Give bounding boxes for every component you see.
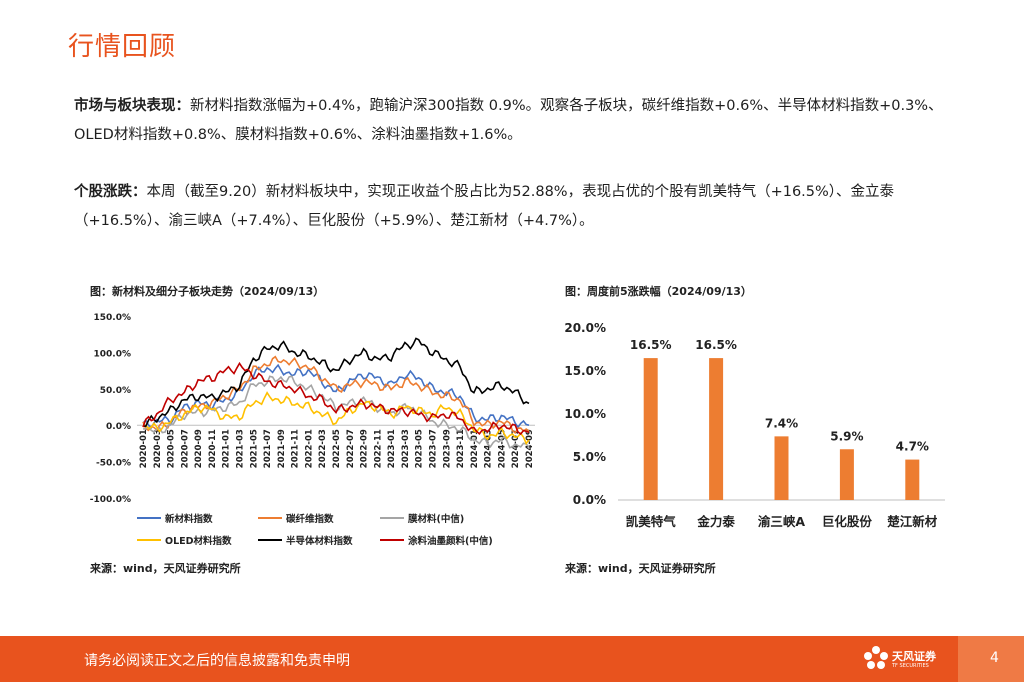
page-number: 4: [990, 650, 999, 666]
x-tick-label: 2020-09: [194, 429, 204, 468]
bar: [774, 436, 789, 500]
line-chart-source: 来源：wind，天风证券研究所: [90, 562, 241, 575]
logo-en-text: TF SECURITIES: [892, 663, 929, 669]
x-tick-label: 2024-03: [484, 429, 494, 468]
x-tick-label: 2020-11: [208, 429, 218, 468]
x-tick-label: 2020-01: [139, 429, 149, 468]
y-tick-label: 0.0%: [573, 493, 606, 507]
x-tick-label: 2020-05: [167, 429, 177, 468]
x-tick-label: 2023-09: [442, 429, 452, 468]
x-tick-label: 2021-11: [291, 429, 301, 468]
y-tick-label: 5.0%: [573, 450, 606, 464]
bar-value-label: 16.5%: [695, 338, 737, 352]
x-tick-label: 2021-09: [277, 429, 287, 468]
disclaimer-text: 请务必阅读正文之后的信息披露和免责申明: [84, 653, 350, 669]
x-tick-label: 2021-07: [263, 429, 273, 468]
x-tick-label: 2023-03: [401, 429, 411, 468]
x-tick-label: 2020-07: [180, 429, 190, 468]
category-label: 巨化股份: [822, 514, 873, 529]
line-chart: 150.0% 100.0% 50.0% 0.0% -50.0% -100.0% 2020-0…: [90, 313, 535, 547]
bar-value-label: 7.4%: [765, 416, 798, 430]
x-tick-label: 2020-03: [153, 429, 163, 468]
y-tick-label: 20.0%: [564, 321, 606, 335]
category-label: 渝三峡A: [758, 514, 806, 529]
category-label: 凯美特气: [626, 514, 677, 529]
x-tick-label: 2022-03: [318, 429, 328, 468]
series-line: [142, 391, 530, 446]
bar: [709, 358, 724, 500]
x-tick-label: 2024-01: [470, 429, 480, 468]
legend-label: 膜材料(中信): [407, 513, 464, 525]
logo-cn-text: 天风证券: [892, 650, 936, 663]
x-tick-label: 2024-07: [511, 429, 521, 468]
legend-label: 碳纤维指数: [286, 513, 334, 525]
para1-label: 市场与板块表现：: [74, 98, 190, 114]
series-line: [142, 355, 530, 434]
bar-chart-title: 图：周度前5涨跌幅（2024/09/13）: [565, 285, 752, 298]
x-tick-label: 2023-01: [387, 429, 397, 468]
x-tick-label: 2022-05: [332, 429, 342, 468]
flower-logo-icon: [864, 646, 888, 669]
x-tick-label: 2021-03: [236, 429, 246, 468]
bar-chart-source: 来源：wind，天风证券研究所: [565, 562, 716, 575]
stock-movement-paragraph: 个股涨跌：本周（截至9.20）新材料板块中，实现正收益个股占比为52.88%，表…: [74, 178, 964, 236]
x-tick-label: 2021-05: [249, 429, 259, 468]
x-tick-label: 2023-05: [415, 429, 425, 468]
para2-text: 本周（截至9.20）新材料板块中，实现正收益个股占比为52.88%，表现占优的个…: [74, 184, 895, 229]
y-tick-label: 0.0%: [106, 422, 131, 432]
series-line: [142, 363, 530, 430]
series-line: [142, 361, 530, 436]
market-performance-paragraph: 市场与板块表现：新材料指数涨幅为+0.4%，跑输沪深300指数 0.9%。观察各…: [74, 92, 964, 150]
y-tick-label: 100.0%: [94, 349, 132, 359]
y-tick-label: 50.0%: [100, 386, 131, 396]
category-label: 楚江新材: [887, 514, 938, 529]
y-tick-label: 10.0%: [564, 407, 606, 421]
series-line: [142, 375, 530, 449]
y-tick-label: -100.0%: [90, 495, 131, 505]
bar-chart: 20.0% 15.0% 10.0% 5.0% 0.0% 16.5% 凯美特气 16.5% 金力泰…: [564, 321, 945, 529]
x-tick-label: 2022-01: [304, 429, 314, 468]
category-label: 金力泰: [696, 514, 735, 529]
bar-value-label: 4.7%: [896, 440, 929, 454]
bar-value-label: 16.5%: [630, 338, 672, 352]
bar-value-label: 5.9%: [830, 429, 863, 443]
x-tick-label: 2023-07: [429, 429, 439, 468]
bar: [643, 358, 658, 500]
line-chart-title: 图：新材料及细分子板块走势（2024/09/13）: [90, 285, 325, 298]
x-tick-label: 2024-05: [497, 429, 507, 468]
page-number-box: [958, 636, 1024, 682]
x-tick-label: 2022-07: [346, 429, 356, 468]
x-tick-label: 2022-09: [360, 429, 370, 468]
x-tick-label: 2024-09: [525, 429, 535, 468]
legend-label: OLED材料指数: [165, 535, 232, 547]
para1-text: 新材料指数涨幅为+0.4%，跑输沪深300指数 0.9%。观察各子板块，碳纤维指…: [74, 98, 943, 143]
x-tick-label: 2021-01: [222, 429, 232, 468]
legend-label: 新材料指数: [165, 513, 213, 525]
x-tick-label: 2022-11: [373, 429, 383, 468]
page-title: 行情回顾: [68, 32, 177, 62]
footer-bar: 请务必阅读正文之后的信息披露和免责申明 天风证券 TF SECURITIES 4: [0, 636, 1024, 682]
series-line: [142, 337, 530, 428]
bar: [905, 459, 920, 500]
brand-logo: 天风证券 TF SECURITIES: [862, 644, 942, 676]
para2-label: 个股涨跌：: [74, 184, 147, 200]
legend-label: 涂料油墨颜料(中信): [408, 535, 493, 547]
y-tick-label: 15.0%: [564, 364, 606, 378]
legend-label: 半导体材料指数: [286, 535, 353, 547]
bar: [839, 449, 854, 500]
x-tick-label: 2023-11: [456, 429, 466, 468]
y-tick-label: -50.0%: [96, 459, 131, 469]
y-tick-label: 150.0%: [94, 313, 132, 323]
